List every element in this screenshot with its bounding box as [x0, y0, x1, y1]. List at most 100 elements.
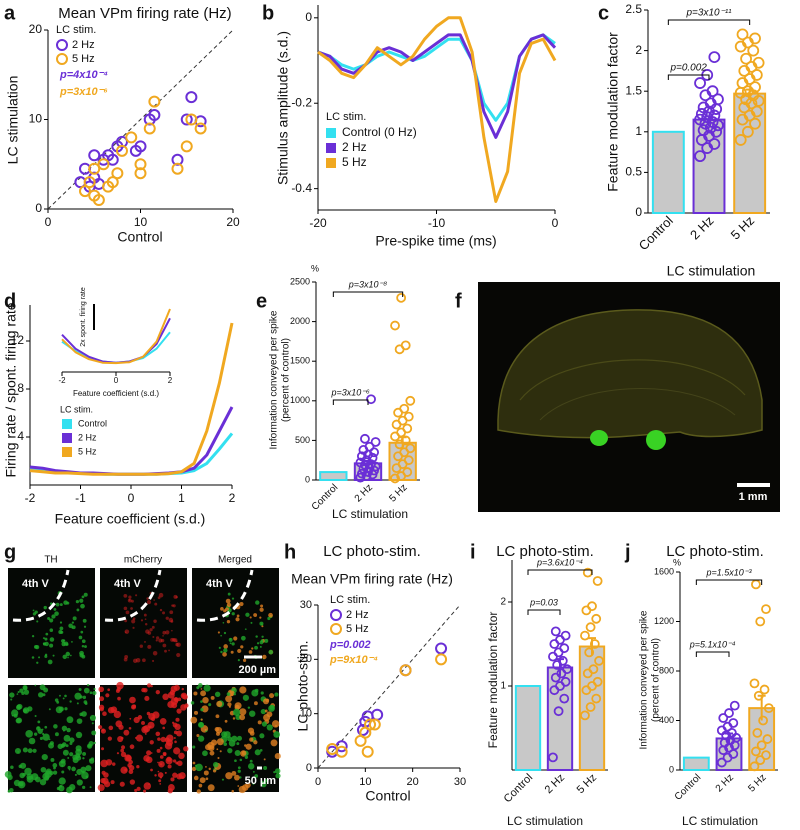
data-point	[694, 113, 706, 126]
cell-signal	[27, 706, 33, 712]
x-tick-label: 30	[454, 776, 466, 788]
data-point	[405, 395, 416, 406]
cell-signal	[225, 695, 233, 703]
data-point	[370, 437, 381, 447]
cell-signal	[139, 644, 144, 648]
data-point	[749, 81, 761, 94]
cell-signal	[128, 595, 132, 599]
cell-signal	[58, 706, 64, 712]
cell-signal	[220, 607, 224, 611]
cell-signal	[53, 724, 58, 729]
cell-signal	[127, 763, 132, 768]
cell-signal	[42, 637, 45, 640]
cell-signal	[107, 707, 115, 714]
data-point	[435, 642, 448, 655]
cell-signal	[131, 619, 136, 624]
error-bar	[588, 637, 596, 655]
cell-signal	[242, 694, 250, 701]
bar	[651, 130, 685, 214]
cell-signal	[43, 687, 49, 693]
cell-signal	[7, 774, 13, 781]
cell-signal	[63, 600, 68, 605]
cell-signal	[149, 628, 153, 632]
cell-signal	[64, 707, 68, 711]
x-tick-label: 20	[226, 215, 240, 229]
cell-signal	[229, 642, 232, 645]
cell-signal	[123, 593, 128, 598]
data-point	[435, 653, 448, 666]
legend-title: LC stim.	[326, 111, 366, 123]
region-label: 4th V	[114, 578, 142, 590]
p-value: p=0.002	[329, 639, 371, 651]
cell-signal	[68, 623, 73, 629]
y-tick-label: 20	[29, 22, 43, 36]
cell-signal	[221, 731, 228, 738]
error-bar	[757, 694, 766, 721]
cell-signal	[178, 752, 185, 760]
data-point	[143, 122, 156, 135]
cell-signal	[197, 735, 205, 742]
cell-signal	[164, 649, 167, 653]
cell-signal	[208, 703, 212, 707]
x-tick-label: -20	[309, 216, 327, 230]
cell-signal	[92, 691, 97, 696]
fluorescence-spot	[590, 430, 608, 446]
cell-signal	[37, 720, 41, 724]
cell-signal	[22, 684, 28, 691]
x-axis-label: LC stimulation	[667, 263, 756, 279]
cell-signal	[136, 765, 140, 769]
y-axis-label: LC photo-stim.	[295, 640, 311, 731]
cell-signal	[111, 762, 116, 766]
cell-signal	[176, 708, 182, 714]
cell-signal	[172, 759, 177, 763]
cell-signal	[128, 599, 131, 601]
legend-label: 5 Hz	[342, 155, 367, 169]
cell-signal	[222, 652, 227, 657]
cell-signal	[120, 736, 124, 740]
cell-signal	[85, 775, 89, 779]
x-tick-label: 5 Hz	[746, 772, 768, 794]
significance-bracket	[332, 291, 404, 297]
cell-signal	[107, 688, 111, 692]
cell-signal	[162, 630, 167, 635]
cell-signal	[215, 714, 220, 719]
cell-signal	[67, 656, 69, 659]
data-point	[716, 757, 727, 768]
cell-signal	[31, 773, 39, 781]
data-point	[171, 162, 184, 175]
data-point	[171, 153, 184, 166]
cell-signal	[247, 763, 255, 770]
cell-signal	[19, 688, 24, 693]
y-tick-label: 0	[305, 474, 310, 484]
panel-letter: f	[455, 290, 462, 312]
cell-signal	[53, 766, 56, 770]
slice-contour	[519, 359, 746, 401]
cell-signal	[72, 754, 78, 761]
data-point	[729, 700, 740, 711]
cell-signal	[223, 644, 228, 649]
cell-signal	[255, 600, 260, 605]
cell-signal	[253, 740, 258, 745]
region-label: 4th V	[206, 578, 234, 590]
cell-signal	[133, 658, 138, 664]
cell-signal	[79, 650, 84, 656]
data-point	[88, 162, 101, 175]
scale-bar-label: 200 µm	[238, 664, 276, 676]
cell-signal	[152, 650, 158, 656]
cell-signal	[131, 599, 134, 603]
ventricle-outline	[12, 569, 70, 622]
cell-signal	[69, 700, 72, 703]
cell-signal	[159, 718, 167, 725]
error-bar	[398, 436, 407, 449]
cell-signal	[9, 692, 15, 698]
cell-signal	[141, 721, 145, 725]
data-point	[356, 468, 367, 479]
cell-signal	[66, 727, 71, 733]
data-point	[749, 32, 761, 45]
data-point	[584, 647, 595, 658]
cell-signal	[98, 725, 103, 730]
cell-signal	[148, 713, 156, 721]
cell-signal	[216, 731, 220, 736]
cell-signal	[269, 693, 275, 699]
cell-signal	[84, 645, 87, 649]
